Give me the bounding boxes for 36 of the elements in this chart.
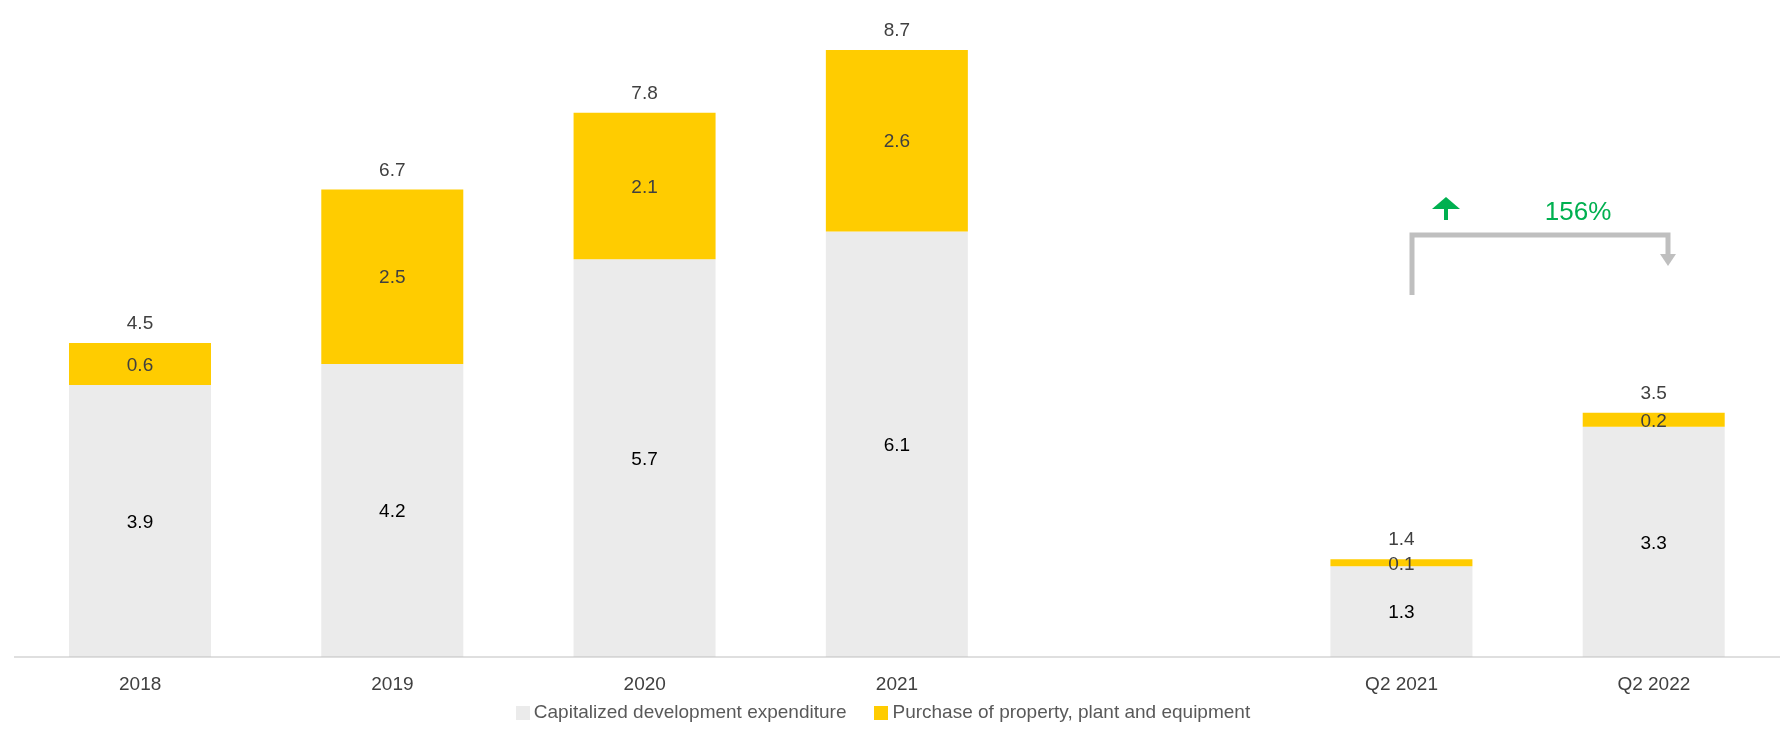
bar	[69, 384, 211, 657]
data-label: 5.7	[631, 447, 658, 469]
x-tick-label: 2021	[875, 673, 919, 695]
x-tick-label: Q2 2022	[1617, 673, 1691, 695]
total-label: 8.7	[883, 19, 911, 40]
total-label: 1.4	[1388, 528, 1416, 550]
data-label: 3.3	[1640, 531, 1667, 553]
legend-label: Capitalized development expenditure	[533, 701, 847, 722]
legend-label: Purchase of property, plant and equipment	[892, 701, 1251, 722]
bar	[321, 189, 464, 364]
total-label: 6.7	[379, 158, 406, 180]
data-label: 6.1	[883, 433, 911, 455]
data-label: 3.9	[126, 510, 154, 532]
data-label: 2.1	[631, 175, 658, 197]
data-label: 1.3	[1388, 601, 1415, 623]
bar	[825, 50, 968, 232]
bar	[573, 112, 716, 260]
x-tick-label: Q2 2021	[1365, 673, 1439, 695]
bar	[1582, 426, 1725, 657]
bar	[825, 231, 968, 657]
x-tick-label: 2020	[623, 673, 666, 695]
bar	[573, 259, 716, 657]
data-label: 0.2	[1640, 409, 1667, 431]
total-label: 4.5	[126, 312, 154, 334]
bar	[69, 343, 211, 385]
total-label: 7.8	[631, 81, 658, 103]
bar	[1582, 412, 1725, 427]
x-tick-label: 2018	[119, 673, 162, 695]
data-label: 4.2	[379, 500, 406, 522]
bar	[321, 363, 464, 657]
data-label: 0.6	[126, 353, 154, 375]
data-label: 2.6	[883, 130, 911, 152]
total-label: 3.5	[1640, 381, 1667, 403]
x-tick-label: 2019	[371, 673, 414, 695]
annotation: 156%	[1544, 196, 1612, 226]
data-label: 2.5	[379, 266, 406, 288]
